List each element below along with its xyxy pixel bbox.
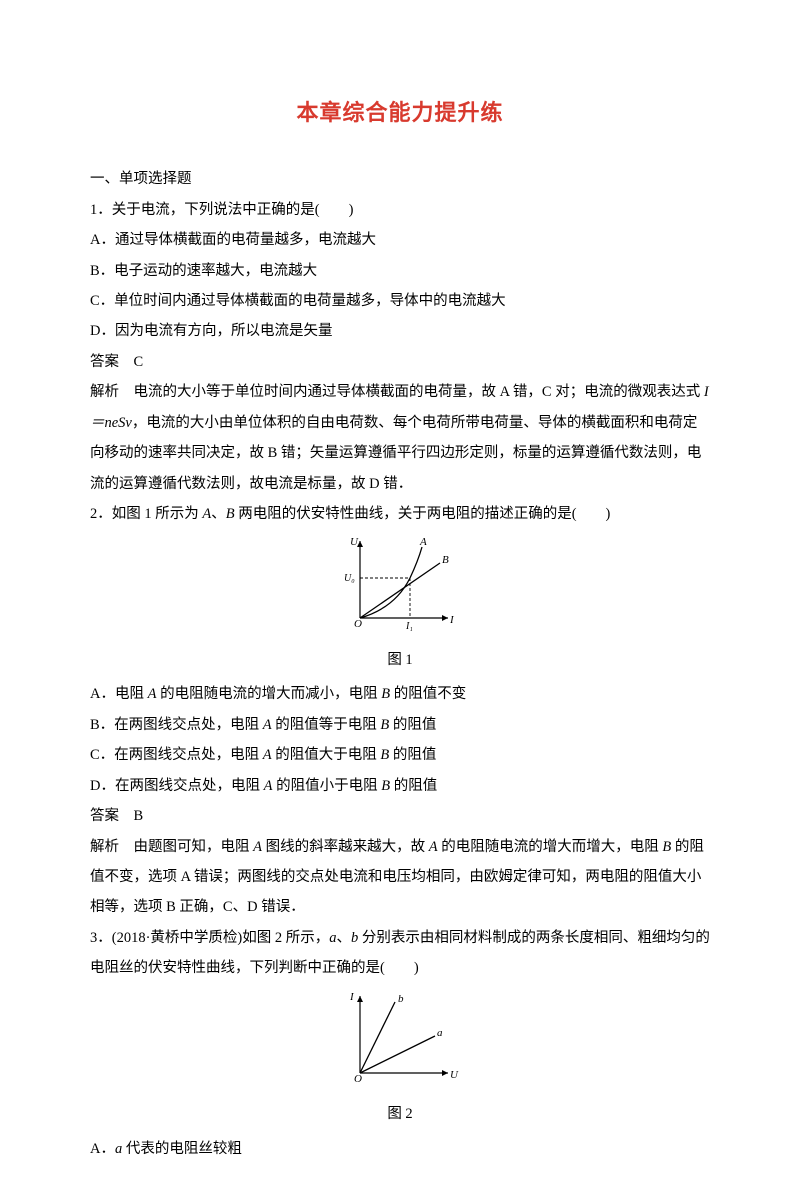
q1-stem: 1．关于电流，下列说法中正确的是( ): [90, 195, 710, 225]
svg-text:U: U: [350, 536, 359, 548]
q2-stem-pre: 2．如图 1 所示为: [90, 506, 202, 522]
svg-text:B: B: [442, 554, 449, 566]
q1-answer: 答案 C: [90, 347, 710, 377]
svg-text:O: O: [354, 1073, 362, 1085]
q1-opt-c: C．单位时间内通过导体横截面的电荷量越多，导体中的电流越大: [90, 286, 710, 316]
q1-expl-post: ，电流的大小由单位体积的自由电荷数、每个电荷所带电荷量、导体的横截面积和电荷定向…: [90, 415, 701, 492]
q2-opt-b: B．在两图线交点处，电阻 A 的阻值等于电阻 B 的阻值: [90, 710, 710, 740]
q1-opt-a: A．通过导体横截面的电荷量越多，电流越大: [90, 225, 710, 255]
svg-text:O: O: [354, 618, 362, 630]
q1-expl-pre: 解析 电流的大小等于单位时间内通过导体横截面的电荷量，故 A 错，C 对；电流的…: [90, 384, 704, 400]
figure-2-caption: 图 2: [90, 1099, 710, 1129]
q1-opt-d: D．因为电流有方向，所以电流是矢量: [90, 316, 710, 346]
q1-explanation: 解析 电流的大小等于单位时间内通过导体横截面的电荷量，故 A 错，C 对；电流的…: [90, 377, 710, 499]
q2-opt-a: A．电阻 A 的电阻随电流的增大而减小，电阻 B 的阻值不变: [90, 679, 710, 709]
q2-stem: 2．如图 1 所示为 A、B 两电阻的伏安特性曲线，关于两电阻的描述正确的是( …: [90, 499, 710, 529]
q2-explanation: 解析 由题图可知，电阻 A 图线的斜率越来越大，故 A 的电阻随电流的增大而增大…: [90, 832, 710, 923]
q2-stem-mid: 两电阻的伏安特性曲线，关于两电阻的描述正确的是( ): [235, 506, 611, 522]
q2-answer: 答案 B: [90, 801, 710, 831]
svg-text:U: U: [450, 1069, 459, 1081]
svg-text:U₀: U₀: [344, 573, 355, 584]
q2-var-a: A: [202, 506, 211, 522]
section-heading: 一、单项选择题: [90, 164, 710, 194]
figure-1-caption: 图 1: [90, 645, 710, 675]
q2-opt-d: D．在两图线交点处，电阻 A 的阻值小于电阻 B 的阻值: [90, 771, 710, 801]
svg-text:I: I: [449, 614, 455, 626]
svg-text:b: b: [398, 993, 404, 1005]
svg-text:a: a: [437, 1027, 443, 1039]
q3-stem: 3．(2018·黄桥中学质检)如图 2 所示，a、b 分别表示由相同材料制成的两…: [90, 923, 710, 984]
figure-2: I U O b a: [90, 988, 710, 1099]
svg-text:I₁: I₁: [405, 621, 413, 632]
svg-text:I: I: [349, 991, 355, 1003]
page-title: 本章综合能力提升练: [90, 90, 710, 136]
figure-1: U I O A B U₀ I₁: [90, 533, 710, 644]
q2-opt-c: C．在两图线交点处，电阻 A 的阻值大于电阻 B 的阻值: [90, 740, 710, 770]
q3-opt-a: A．a 代表的电阻丝较粗: [90, 1134, 710, 1164]
q2-var-b: B: [226, 506, 235, 522]
q1-opt-b: B．电子运动的速率越大，电流越大: [90, 256, 710, 286]
svg-text:A: A: [419, 536, 427, 548]
